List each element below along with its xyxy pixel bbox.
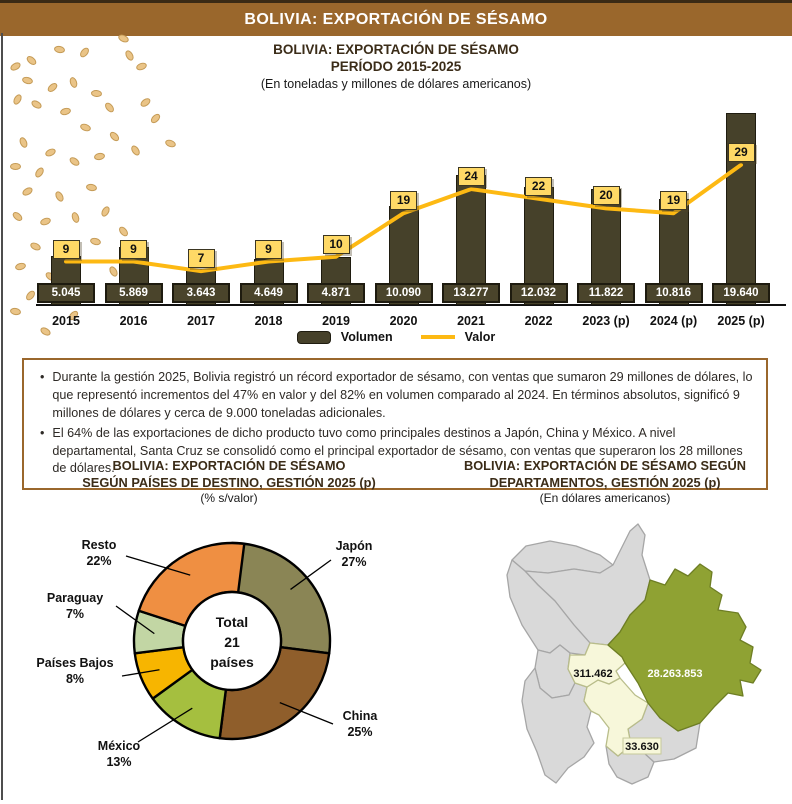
map-value-south-box	[622, 737, 662, 755]
volume-value-label: 4.871	[307, 283, 365, 303]
bullet-dot-icon: •	[40, 370, 45, 384]
volume-value-label: 12.032	[509, 283, 568, 303]
bar-chart-units-note: (En toneladas y millones de dólares amer…	[260, 76, 532, 91]
donut-leader-line	[115, 605, 155, 635]
donut-label-name: Resto	[82, 538, 117, 552]
map-value-south: 33.630	[625, 741, 659, 753]
x-axis-tick-label: 2021	[457, 314, 485, 328]
bolivia-departments-map: 28.263.853 311.462 33.630	[506, 523, 762, 785]
map-region-pando	[511, 540, 614, 574]
summary-bullet-1-text: Durante la gestión 2025, Bolivia registr…	[52, 370, 753, 420]
x-axis-tick-label: 2025 (p)	[717, 314, 765, 328]
donut-leader-line	[290, 559, 332, 590]
donut-label-name: Países Bajos	[36, 656, 113, 670]
donut-center-text: países	[210, 654, 254, 670]
donut-leader-line	[125, 555, 191, 576]
donut-label-name: Paraguay	[47, 591, 103, 605]
donut-hole	[181, 590, 283, 692]
donut-title-block: BOLIVIA: EXPORTACIÓN DE SÉSAMO SEGÚN PAÍ…	[40, 458, 418, 507]
value-data-label: 9	[52, 239, 80, 259]
donut-leader-line	[279, 702, 334, 725]
map-value-center: 311.462	[573, 668, 612, 680]
page-left-border	[1, 33, 3, 800]
donut-center-text: Total	[216, 614, 248, 630]
sesame-seed-icon	[10, 163, 21, 170]
donut-label-name: Japón	[336, 539, 373, 553]
volume-value-label: 10.816	[644, 283, 703, 303]
donut-label-name: China	[343, 709, 379, 723]
volume-value-label: 5.045	[37, 283, 95, 303]
page-title: BOLIVIA: EXPORTACIÓN DE SÉSAMO	[244, 10, 548, 28]
donut-center-text: 21	[224, 634, 240, 650]
donut-title: BOLIVIA: EXPORTACIÓN DE SÉSAMO	[112, 458, 346, 473]
x-axis-tick-label: 2024 (p)	[649, 314, 698, 328]
x-axis-tick-label: 2017	[187, 314, 215, 328]
value-data-label: 10	[322, 234, 350, 254]
donut-label-name: México	[98, 739, 141, 753]
map-title-block: BOLIVIA: EXPORTACIÓN DE SÉSAMO SEGÚN DEP…	[424, 458, 786, 507]
value-data-label: 7	[187, 249, 215, 269]
value-data-label: 24	[457, 167, 485, 187]
value-data-label: 22	[525, 176, 552, 196]
map-region-green-santacruz	[607, 563, 762, 732]
donut-label-pct: 8%	[66, 672, 84, 686]
donut-subtitle: SEGÚN PAÍSES DE DESTINO, GESTIÓN 2025 (p…	[82, 474, 376, 490]
valor-legend-label: Valor	[464, 330, 496, 344]
x-axis-line	[36, 304, 786, 306]
valor-legend-swatch	[420, 335, 455, 339]
value-line	[64, 162, 743, 274]
map-region-potosi	[521, 667, 595, 784]
bar-chart-subtitle: PERÍODO 2015-2025	[330, 58, 462, 74]
donut-leader-line	[137, 707, 193, 743]
value-data-label: 29	[727, 142, 755, 162]
summary-box: • Durante la gestión 2025, Bolivia regis…	[22, 358, 768, 491]
x-axis-tick-label: 2018	[254, 314, 283, 328]
volume-value-label: 13.277	[442, 283, 500, 303]
volume-value-label: 11.822	[577, 283, 635, 303]
donut-label-pct: 7%	[66, 607, 84, 621]
x-axis-tick-label: 2023 (p)	[582, 314, 630, 328]
x-axis-tick-label: 2022	[524, 314, 553, 328]
summary-bullet-2: • El 64% de las exportaciones de dicho p…	[34, 425, 754, 479]
volumen-legend-swatch	[296, 330, 331, 344]
donut-label-pct: 25%	[347, 725, 372, 739]
volume-value-label: 5.869	[104, 283, 163, 303]
donut-label-pct: 13%	[106, 755, 131, 769]
donut-label-pct: 22%	[86, 554, 111, 568]
x-axis-tick-label: 2016	[119, 314, 148, 328]
x-axis-tick-label: 2019	[322, 314, 350, 328]
map-value-santacruz: 28.263.853	[647, 668, 702, 680]
value-data-label: 19	[390, 191, 417, 211]
donut-units-note: (% s/valor)	[200, 491, 258, 506]
bar-chart-title: BOLIVIA: EXPORTACIÓN DE SÉSAMO	[273, 42, 519, 57]
bullet-dot-icon: •	[40, 425, 45, 440]
summary-bullet-2-text: El 64% de las exportaciones de dicho pro…	[52, 425, 743, 476]
donut-label-pct: 27%	[341, 555, 366, 569]
chart-legend: Volumen Valor	[0, 330, 792, 344]
volume-value-label: 4.649	[239, 283, 298, 303]
value-data-label: 19	[660, 191, 687, 211]
x-axis-tick-label: 2015	[52, 314, 80, 328]
value-line-layer	[64, 162, 743, 274]
summary-bullet-1: • Durante la gestión 2025, Bolivia regis…	[34, 369, 754, 423]
volume-value-chart: 5.045 2015 5.869 2016 3.643 2017 4.649 2018 4.87…	[0, 95, 792, 353]
volume-value-label: 3.643	[172, 283, 230, 303]
page-banner: BOLIVIA: EXPORTACIÓN DE SÉSAMO	[0, 0, 792, 36]
donut-leader-line	[121, 669, 160, 677]
map-subtitle: DEPARTAMENTOS, GESTIÓN 2025 (p)	[489, 474, 721, 490]
value-data-label: 9	[255, 239, 282, 259]
x-axis-tick-label: 2020	[389, 314, 418, 328]
map-title: BOLIVIA: EXPORTACIÓN DE SÉSAMO SEGÚN	[463, 458, 747, 473]
map-units-note: (En dólares americanos)	[539, 491, 671, 506]
destination-countries-donut-chart: Japón 27% China 25% México 13% Países Bajos 8% P…	[36, 538, 379, 769]
volumen-legend-label: Volumen	[340, 330, 393, 344]
value-data-label: 9	[120, 239, 147, 259]
bar-chart-title-block: BOLIVIA: EXPORTACIÓN DE SÉSAMO PERÍODO 2…	[0, 42, 792, 92]
volume-value-label: 10.090	[374, 283, 433, 303]
value-data-label: 20	[592, 186, 620, 206]
volume-value-label: 19.640	[712, 283, 770, 303]
